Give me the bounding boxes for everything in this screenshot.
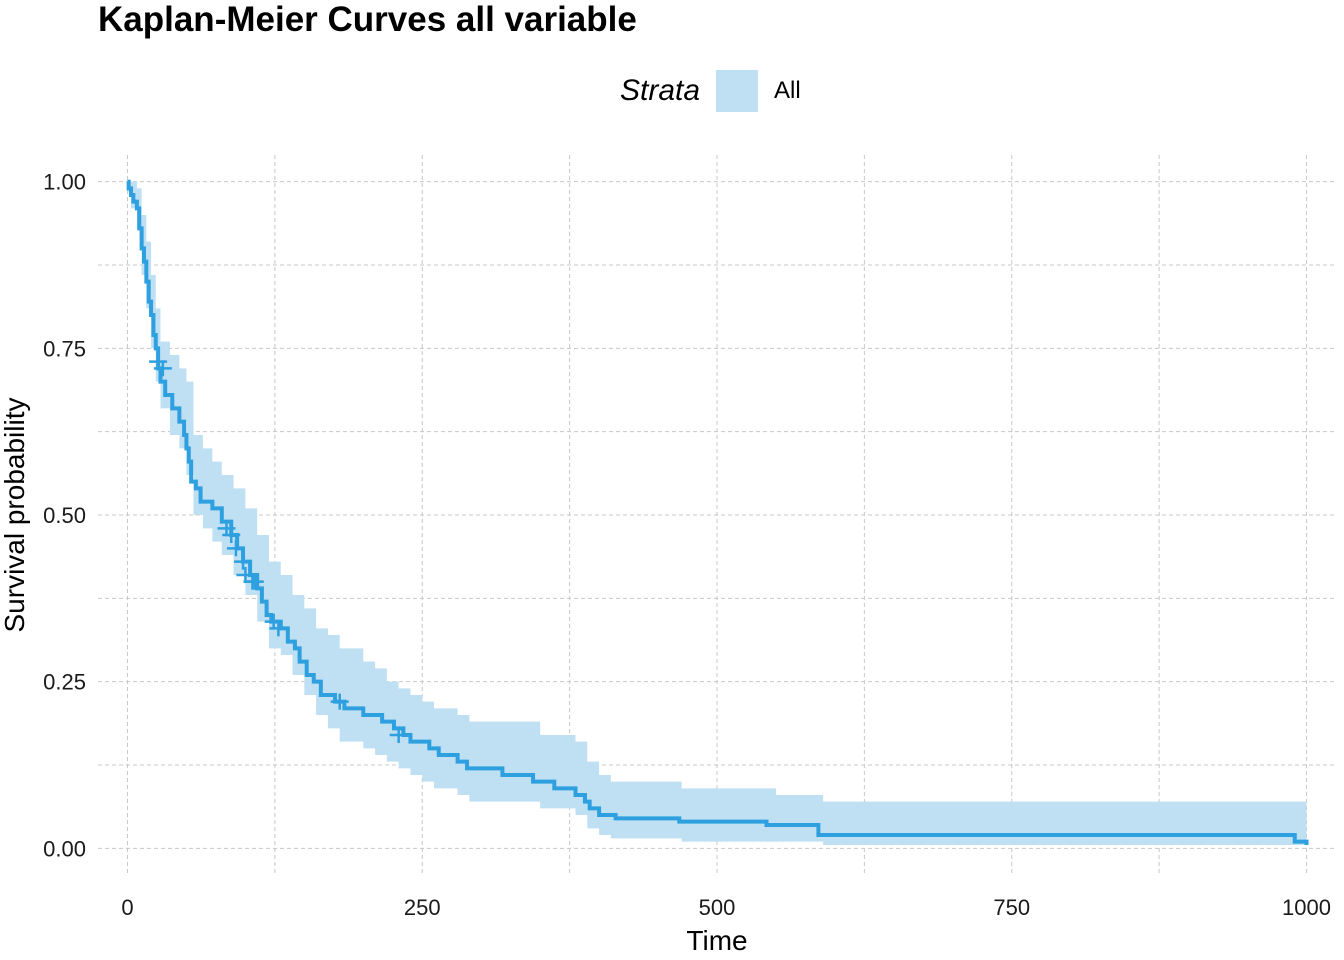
censor-mark — [269, 620, 288, 637]
survival-curve — [126, 179, 1309, 845]
y-tick-label: 0.75 — [43, 336, 86, 361]
y-axis-title: Survival probability — [0, 398, 30, 633]
x-tick-label: 1000 — [1282, 895, 1331, 920]
censor-mark — [149, 353, 168, 370]
x-tick-label: 0 — [121, 895, 133, 920]
legend-label-all: All — [774, 77, 801, 104]
censor-mark — [264, 613, 283, 630]
censor-mark — [217, 520, 236, 537]
censor-mark — [222, 527, 241, 543]
x-tick-label: 750 — [993, 895, 1030, 920]
censor-mark — [330, 693, 349, 710]
y-tick-label: 0.50 — [43, 503, 86, 528]
censor-mark — [234, 553, 253, 570]
y-tick-label: 0.25 — [43, 670, 86, 695]
x-axis-title: Time — [686, 925, 747, 956]
y-tick-label: 1.00 — [43, 170, 86, 195]
y-tick-label: 0.00 — [43, 836, 86, 861]
survival-step-line — [126, 179, 1309, 845]
x-axis-ticks: 0 250 500 750 1000 — [121, 895, 1331, 920]
censor-mark — [226, 540, 245, 557]
grid-lines — [98, 155, 1336, 875]
legend: Strata All — [620, 68, 801, 114]
censor-mark — [153, 360, 172, 377]
x-tick-label: 250 — [404, 895, 441, 920]
x-tick-label: 500 — [699, 895, 736, 920]
legend-key-all — [716, 70, 759, 112]
legend-title: Strata — [620, 74, 701, 107]
chart-title: Kaplan-Meier Curves all variable — [98, 0, 637, 39]
censor-mark — [245, 573, 264, 590]
censor-mark — [389, 727, 408, 743]
y-axis-ticks: 0.00 0.25 0.50 0.75 1.00 — [43, 170, 86, 862]
censor-marks — [149, 353, 408, 743]
